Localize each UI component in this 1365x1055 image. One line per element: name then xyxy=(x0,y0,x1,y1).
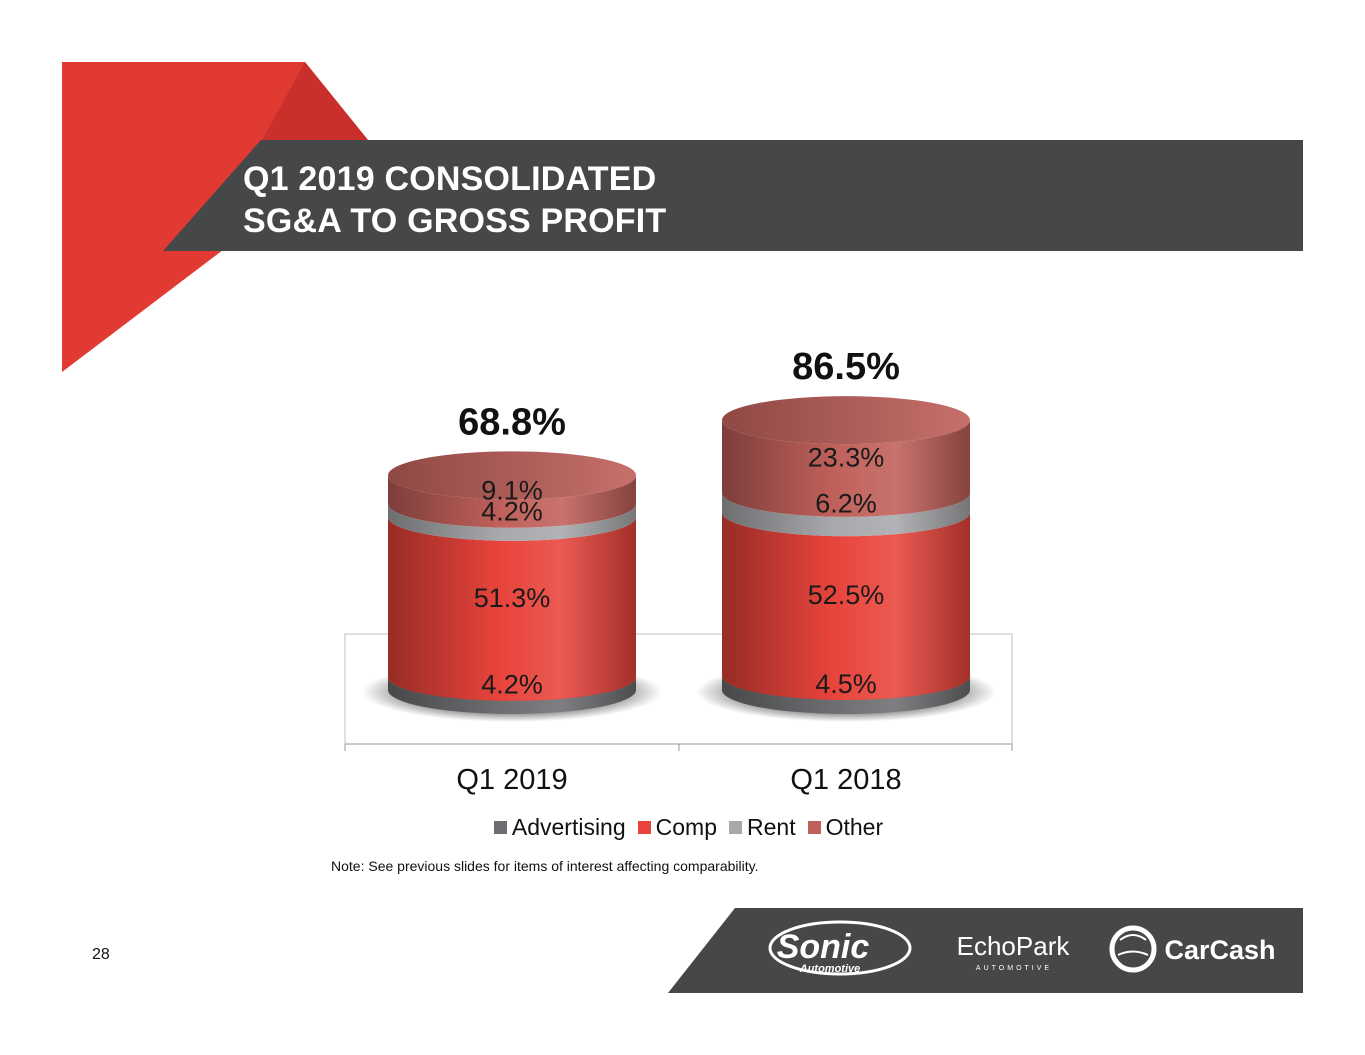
legend-label: Advertising xyxy=(511,813,626,840)
dark-red-accent-triangle xyxy=(262,62,368,140)
sonic-automotive-logo: Sonic Automotive xyxy=(768,920,912,976)
legend-label: Comp xyxy=(655,813,717,840)
echopark-logo-subtext: AUTOMOTIVE xyxy=(976,965,1052,972)
x-tick-label: Q1 2018 xyxy=(790,764,901,796)
data-label-other: 9.1% xyxy=(481,476,543,506)
x-tick-label: Q1 2019 xyxy=(456,764,567,796)
legend-swatch xyxy=(807,820,821,834)
data-label-advertising: 4.5% xyxy=(815,669,877,699)
bar-segment-advertising xyxy=(388,676,636,714)
chart-labels: 4.2%51.3%4.2%9.1%68.8%Q1 20194.5%52.5%6.… xyxy=(456,346,901,796)
data-label-rent: 6.2% xyxy=(815,488,877,518)
slide-title: Q1 2019 CONSOLIDATED SG&A TO GROSS PROFI… xyxy=(243,158,666,242)
legend-swatch xyxy=(637,820,651,834)
legend-swatch xyxy=(729,820,742,834)
carcash-logo: CarCash xyxy=(1109,925,1276,973)
bar-segment-comp xyxy=(721,512,970,700)
bar-top-cap xyxy=(722,396,970,445)
data-label-advertising: 4.2% xyxy=(481,669,543,699)
total-label: 68.8% xyxy=(458,401,566,443)
echopark-logo: EchoPark AUTOMOTIVE xyxy=(957,931,1071,972)
carcash-logo-text: CarCash xyxy=(1164,935,1275,965)
bar-q1-2019 xyxy=(362,451,662,722)
legend-item-advertising: Advertising xyxy=(493,812,626,842)
legend-swatch xyxy=(493,820,507,834)
data-label-other: 23.3% xyxy=(808,442,885,472)
bar-segment-other xyxy=(388,475,636,528)
footnote: Note: See previous slides for items of i… xyxy=(331,858,759,874)
chart-bars xyxy=(362,396,996,722)
data-label-rent: 4.2% xyxy=(481,496,543,526)
echopark-logo-text: EchoPark xyxy=(957,931,1071,961)
sonic-logo-text: Sonic xyxy=(777,928,870,966)
total-label: 86.5% xyxy=(792,346,900,388)
data-label-comp: 52.5% xyxy=(808,580,885,610)
legend-item-comp: Comp xyxy=(637,812,717,842)
title-line-2: SG&A TO GROSS PROFIT xyxy=(243,202,667,240)
page-number: 28 xyxy=(92,946,110,963)
sonic-logo-subtext: Automotive xyxy=(799,963,861,975)
bar-top-cap xyxy=(388,451,636,500)
bar-segment-other xyxy=(721,420,970,517)
title-line-1: Q1 2019 CONSOLIDATED xyxy=(243,160,657,198)
bar-segment-advertising xyxy=(721,675,970,714)
data-label-comp: 51.3% xyxy=(474,583,551,613)
legend-item-rent: Rent xyxy=(729,812,796,842)
legend-label: Other xyxy=(825,813,884,840)
bar-q1-2018 xyxy=(696,396,996,722)
bar-segment-comp xyxy=(388,516,636,701)
legend-item-other: Other xyxy=(807,812,884,842)
chart-legend: Advertising Comp Rent Other xyxy=(0,812,1365,842)
bar-segment-rent xyxy=(388,503,636,541)
bar-segment-rent xyxy=(721,492,970,537)
carcash-globe-icon xyxy=(1109,925,1157,973)
title-banner xyxy=(163,140,1303,251)
chart-plot-frame xyxy=(344,633,1013,751)
legend-label: Rent xyxy=(747,813,796,840)
